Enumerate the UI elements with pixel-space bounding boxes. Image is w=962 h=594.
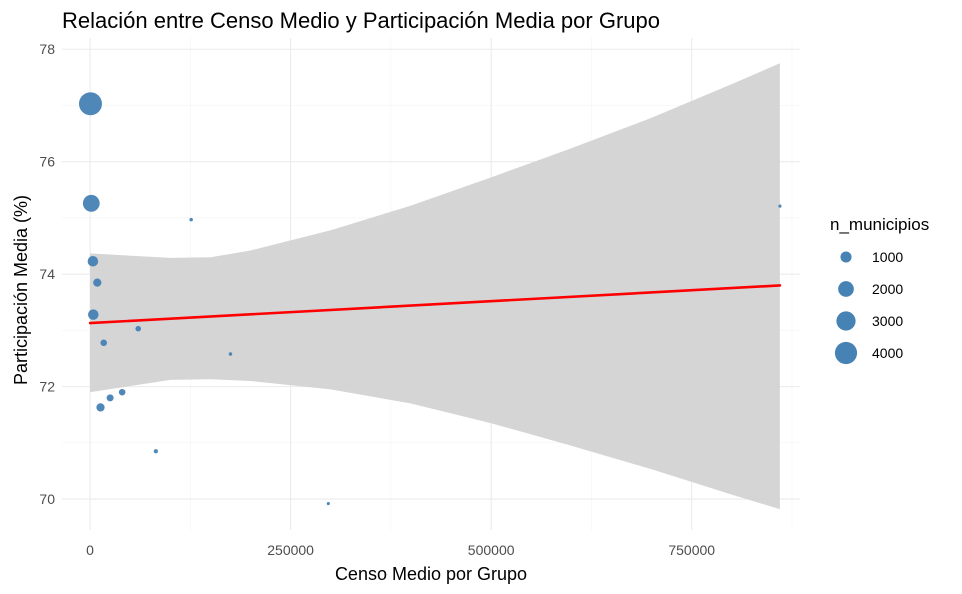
data-point (87, 255, 99, 267)
y-axis-title: Participación Media (%) (11, 195, 31, 385)
confidence-ribbon (90, 63, 780, 510)
x-tick-label: 0 (86, 542, 94, 558)
x-tick-label: 250000 (267, 542, 314, 558)
y-tick-label: 72 (39, 379, 55, 395)
fit-line-layer (88, 284, 782, 325)
legend-title: n_municipios (830, 215, 929, 234)
legend-key (840, 251, 852, 263)
data-point (88, 309, 99, 320)
data-point (228, 352, 233, 356)
x-axis-title: Censo Medio por Grupo (335, 564, 527, 584)
x-tick-label: 500000 (468, 542, 515, 558)
fit-line (88, 284, 782, 325)
data-point (118, 388, 126, 396)
data-point (78, 92, 102, 116)
data-point (96, 403, 105, 412)
legend-label: 1000 (872, 249, 903, 265)
points-layer (78, 92, 782, 506)
x-tick-label: 750000 (668, 542, 715, 558)
y-axis-ticks: 70 72 74 76 78 (39, 41, 55, 507)
data-point (189, 217, 193, 222)
legend-label: 2000 (872, 281, 903, 297)
y-tick-label: 76 (39, 154, 55, 170)
legend-label: 3000 (872, 313, 903, 329)
x-axis-ticks: 0 250000 500000 750000 (86, 542, 715, 558)
legend-key (838, 281, 854, 297)
data-point (326, 502, 330, 506)
legend-key (834, 341, 858, 365)
data-point (135, 325, 141, 332)
legend-key (836, 311, 856, 331)
data-point (106, 394, 114, 402)
y-tick-label: 74 (39, 266, 55, 282)
chart-title: Relación entre Censo Medio y Participaci… (62, 8, 660, 33)
y-tick-label: 78 (39, 41, 55, 57)
confidence-ribbon-layer (90, 63, 780, 510)
data-point (82, 194, 100, 212)
legend: n_municipios 1000 2000 3000 4000 (830, 215, 929, 365)
legend-label: 4000 (872, 345, 903, 361)
data-point (93, 278, 102, 287)
data-point (153, 449, 159, 454)
y-tick-label: 70 (39, 491, 55, 507)
data-point (778, 204, 782, 208)
data-point (100, 339, 107, 347)
